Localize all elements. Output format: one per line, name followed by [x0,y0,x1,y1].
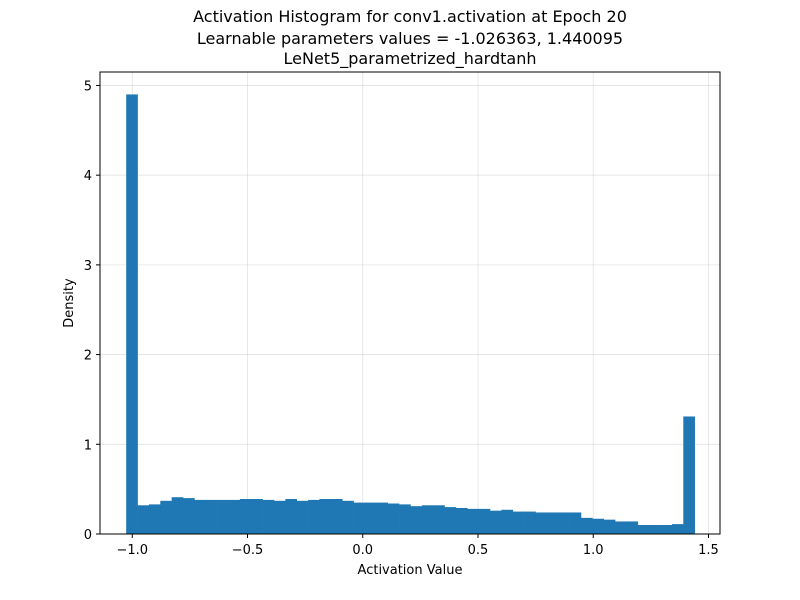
x-axis-ticks: −1.0 −0.5 0.0 0.5 1.0 1.5 [116,534,719,558]
histogram-bar [660,525,673,534]
histogram-bar [285,499,298,534]
histogram-bar [194,499,207,534]
y-tick-label: 1 [84,438,92,453]
histogram-bar [535,512,548,534]
histogram-bar [592,518,605,534]
histogram-bar [251,499,263,534]
histogram-bar [376,502,388,534]
chart-title: Activation Histogram for conv1.activatio… [193,7,627,69]
y-tick-label: 2 [84,349,92,364]
y-tick-label: 5 [84,79,92,94]
histogram-bar [615,521,627,534]
histogram-bar [273,500,286,534]
y-axis-label: Density [62,278,77,328]
histogram-bar [262,499,275,534]
histogram-bar [637,525,650,534]
y-tick-label: 3 [84,259,92,274]
x-tick-label: −1.0 [116,543,148,558]
histogram-bar [569,512,582,534]
x-tick-label: −0.5 [232,543,264,558]
title-line-3: LeNet5_parametrized_hardtanh [284,49,537,69]
histogram-bar [421,505,434,534]
histogram-bar [580,517,593,534]
histogram-bar [490,510,502,534]
histogram-bar [183,498,195,534]
x-tick-label: 0.0 [352,543,373,558]
histogram-bar [444,507,457,534]
histogram-bars [126,94,695,534]
histogram-bar [649,525,661,534]
histogram-bar [148,504,161,534]
histogram-bar [308,499,320,534]
histogram-bar [296,500,309,534]
histogram-bar [239,499,252,534]
histogram-bar [501,509,514,534]
histogram-bar [205,499,218,534]
histogram-bar [217,499,229,534]
histogram-bar [126,94,138,534]
histogram-bar [467,508,479,534]
histogram-bar [399,504,411,534]
histogram-bar [171,497,184,534]
histogram-bar [342,500,354,534]
histogram-bar [478,508,491,534]
x-tick-label: 0.5 [468,543,489,558]
histogram-bar [364,502,377,534]
y-tick-label: 4 [84,169,92,184]
histogram-bar [455,507,468,534]
histogram-bar [353,502,366,534]
histogram-bar [387,503,400,534]
histogram-bar [228,499,241,534]
x-tick-label: 1.5 [698,543,719,558]
title-line-2: Learnable parameters values = -1.026363,… [197,29,623,48]
histogram-bar [683,416,695,534]
histogram-bar [558,512,570,534]
y-axis-ticks: 0 1 2 3 4 5 [84,79,100,543]
plot-frame [99,71,721,535]
histogram-bar [524,511,536,534]
histogram-bar [330,499,343,534]
histogram-bar [626,521,639,534]
histogram-bar [433,505,445,534]
histogram-bar [137,505,150,534]
title-line-1: Activation Histogram for conv1.activatio… [193,7,627,26]
x-tick-label: 1.0 [583,543,604,558]
histogram-bar [671,524,684,534]
histogram-bar [160,500,172,534]
histogram-bar [603,519,616,534]
x-axis-label: Activation Value [358,563,463,578]
histogram-bar [546,512,559,534]
y-tick-label: 0 [84,528,92,543]
histogram-bar [319,499,332,534]
histogram-bar [512,511,525,534]
histogram-bar [410,506,423,534]
grid-lines [100,72,720,535]
